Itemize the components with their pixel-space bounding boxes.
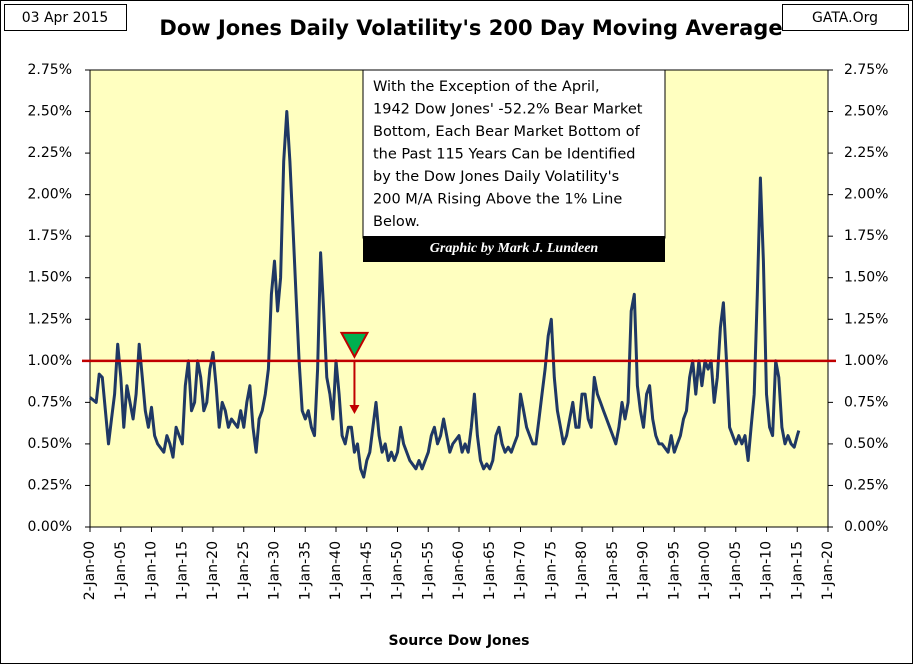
x-tick-label: 1-Jan-95 [666, 541, 682, 600]
x-tick-label: 1-Jan-80 [574, 541, 590, 600]
annotation-line: With the Exception of the April, [373, 79, 600, 95]
series-line [89, 110, 801, 479]
x-tick-label: 1-Jan-70 [513, 541, 529, 600]
annotation-line: by the Dow Jones Daily Volatility's [373, 169, 619, 185]
x-tick-label: 1-Jan-20 [820, 541, 836, 600]
x-tick-label: 1-Jan-65 [482, 541, 498, 600]
date-box [4, 4, 127, 31]
y-tick-label: 0.00% [28, 519, 72, 535]
x-tick-label: 1-Jan-25 [236, 541, 252, 600]
annotation-line: 200 M/A Rising Above the 1% Line [373, 192, 622, 208]
x-tick-label: 1-Jan-00 [697, 541, 713, 600]
x-tick-label: 1-Jan-15 [174, 541, 190, 600]
y-tick-label: 0.75% [28, 394, 72, 410]
x-tick-label: 1-Jan-05 [728, 541, 744, 600]
y2-tick-label: 2.50% [844, 104, 888, 120]
x-tick-label: 1-Jan-10 [144, 541, 160, 600]
annotation-line: Bottom, Each Bear Market Bottom of [373, 124, 641, 140]
x-tick-label: 1-Jan-20 [205, 541, 221, 600]
y-tick-label: 2.25% [28, 145, 72, 161]
x-tick-label: 1-Jan-90 [636, 541, 652, 600]
y2-tick-label: 1.00% [844, 353, 888, 369]
x-axis-label: Source Dow Jones [389, 633, 530, 649]
y-tick-label: 2.75% [28, 62, 72, 78]
y2-tick-label: 0.25% [844, 477, 888, 493]
y2-tick-label: 1.50% [844, 270, 888, 286]
marker-arrowhead [349, 404, 360, 414]
y2-tick-label: 2.25% [844, 145, 888, 161]
y-tick-label: 1.00% [28, 353, 72, 369]
annotation-line: Below. [373, 214, 420, 230]
site-box [782, 4, 909, 31]
y-tick-label: 0.25% [28, 477, 72, 493]
y-tick-label: 0.50% [28, 436, 72, 452]
marker-triangle [339, 331, 370, 359]
x-tick-label: 1-Jan-35 [297, 541, 313, 600]
y2-tick-label: 0.75% [844, 394, 888, 410]
date: 03 Apr 2015 [22, 10, 109, 26]
credit-box [363, 236, 665, 262]
annotation-line: the Past 115 Years Can be Identified [373, 147, 636, 163]
x-tick-label: 1-Jan-10 [759, 541, 775, 600]
annotation-box [362, 69, 666, 239]
y2-tick-label: 2.00% [844, 187, 888, 203]
y2-tick-label: 1.25% [844, 311, 888, 327]
y-tick-label: 1.75% [28, 228, 72, 244]
source-site: GATA.Org [812, 10, 878, 26]
x-tick-label: 1-Jan-40 [328, 541, 344, 600]
y2-tick-label: 2.75% [844, 62, 888, 78]
x-tick-label: 1-Jan-75 [543, 541, 559, 600]
y-tick-label: 2.00% [28, 187, 72, 203]
chart-title: Dow Jones Daily Volatility's 200 Day Mov… [159, 16, 782, 40]
y-tick-label: 2.50% [28, 104, 72, 120]
y2-tick-label: 0.50% [844, 436, 888, 452]
y-tick-label: 1.25% [28, 311, 72, 327]
x-tick-label: 1-Jan-55 [420, 541, 436, 600]
x-tick-label: 2-Jan-00 [82, 541, 98, 600]
y-tick-label: 1.50% [28, 270, 72, 286]
y2-tick-label: 0.00% [844, 519, 888, 535]
x-tick-label: 1-Jan-30 [267, 541, 283, 600]
x-tick-label: 1-Jan-85 [605, 541, 621, 600]
y2-tick-label: 1.75% [844, 228, 888, 244]
annotation-line: 1942 Dow Jones' -52.2% Bear Market [373, 102, 643, 118]
x-tick-label: 1-Jan-45 [359, 541, 375, 600]
x-tick-label: 1-Jan-60 [451, 541, 467, 600]
x-tick-label: 1-Jan-05 [113, 541, 129, 600]
x-tick-label: 1-Jan-50 [390, 541, 406, 600]
credit: Graphic by Mark J. Lundeen [430, 241, 599, 256]
x-tick-label: 1-Jan-15 [789, 541, 805, 600]
